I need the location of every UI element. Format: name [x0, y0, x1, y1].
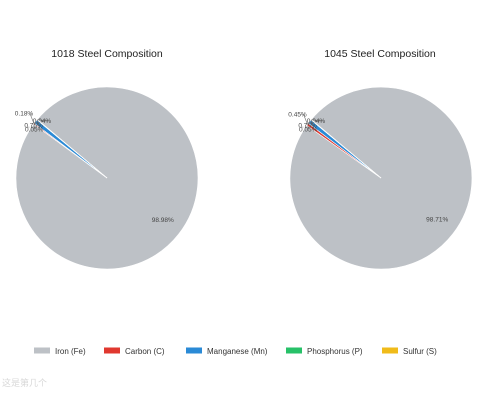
legend-swatch-sulfur-s	[382, 347, 398, 354]
slice-label: 0.04%	[307, 118, 326, 125]
legend: Iron (Fe) Carbon (C) Manganese (Mn) Phospho…	[34, 347, 437, 356]
legend-swatch-phosphorus-p	[286, 347, 302, 354]
legend-label-phosphorus-p: Phosphorus (P)	[307, 347, 363, 356]
legend-label-carbon-c: Carbon (C)	[125, 347, 165, 356]
pie-chart-1045: 1045 Steel Composition 98.71% 0.45% 0.75%0…	[288, 48, 473, 270]
slice-label: 98.98%	[152, 217, 174, 224]
legend-swatch-carbon-c	[104, 347, 120, 354]
leader-line	[310, 119, 315, 130]
legend-swatch-manganese-mn	[186, 347, 202, 354]
leader-line	[310, 119, 323, 122]
leader-line	[36, 119, 41, 130]
slice-label: 0.45%	[288, 111, 307, 118]
slice-label: 0.75%	[298, 123, 317, 130]
legend-label-manganese-mn: Manganese (Mn)	[207, 347, 268, 356]
watermark-text: 这是第几个	[2, 378, 48, 388]
chart-title-1045: 1045 Steel Composition	[324, 48, 436, 60]
legend-label-iron-fe: Iron (Fe)	[55, 347, 86, 356]
leader-line	[36, 119, 49, 122]
slice-label: 0.04%	[33, 118, 52, 125]
leader-line	[29, 113, 35, 124]
legend-swatch-iron-fe	[34, 347, 50, 354]
slice-label: 98.71%	[426, 216, 448, 223]
chart-title-1018: 1018 Steel Composition	[51, 48, 163, 60]
slice-label: 0.05%	[299, 127, 318, 134]
slice-label: 0.18%	[15, 111, 34, 118]
leader-line	[303, 114, 308, 125]
pie-chart-1018: 1018 Steel Composition 98.98% 0.18% 0.75%0…	[15, 48, 199, 270]
legend-label-sulfur-s: Sulfur (S)	[403, 347, 437, 356]
slice-label: 0.05%	[25, 127, 44, 134]
slice-label: 0.75%	[24, 123, 43, 130]
